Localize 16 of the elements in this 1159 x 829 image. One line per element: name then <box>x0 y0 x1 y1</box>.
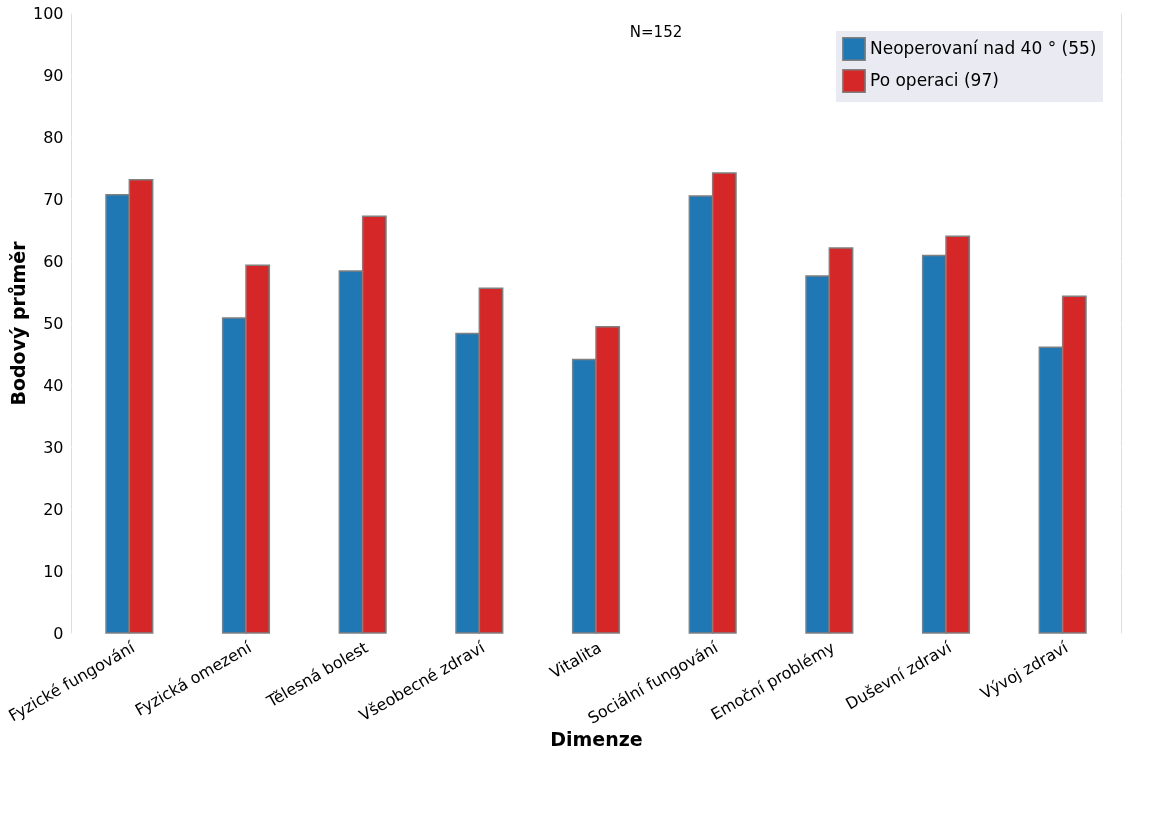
y-axis-title: Bodový průměr <box>6 240 29 406</box>
y-tick-label: 80 <box>43 127 64 147</box>
y-tick-label: 90 <box>43 65 64 85</box>
legend-label: Po operaci (97) <box>870 70 999 90</box>
x-axis-title: Dimenze <box>550 727 643 750</box>
legend-label: Neoperovaní nad 40 ° (55) <box>870 38 1097 58</box>
y-tick-label: 40 <box>43 375 64 395</box>
annotation: N=152 <box>629 23 683 41</box>
y-tick-label: 0 <box>53 623 64 643</box>
y-tick-label: 100 <box>32 3 64 23</box>
y-tick-label: 60 <box>43 251 64 271</box>
y-tick-label: 20 <box>43 499 64 519</box>
y-tick-label: 50 <box>43 313 64 333</box>
y-tick-label: 30 <box>43 437 64 457</box>
y-tick-label: 70 <box>43 189 64 209</box>
y-tick-label: 10 <box>43 561 64 581</box>
